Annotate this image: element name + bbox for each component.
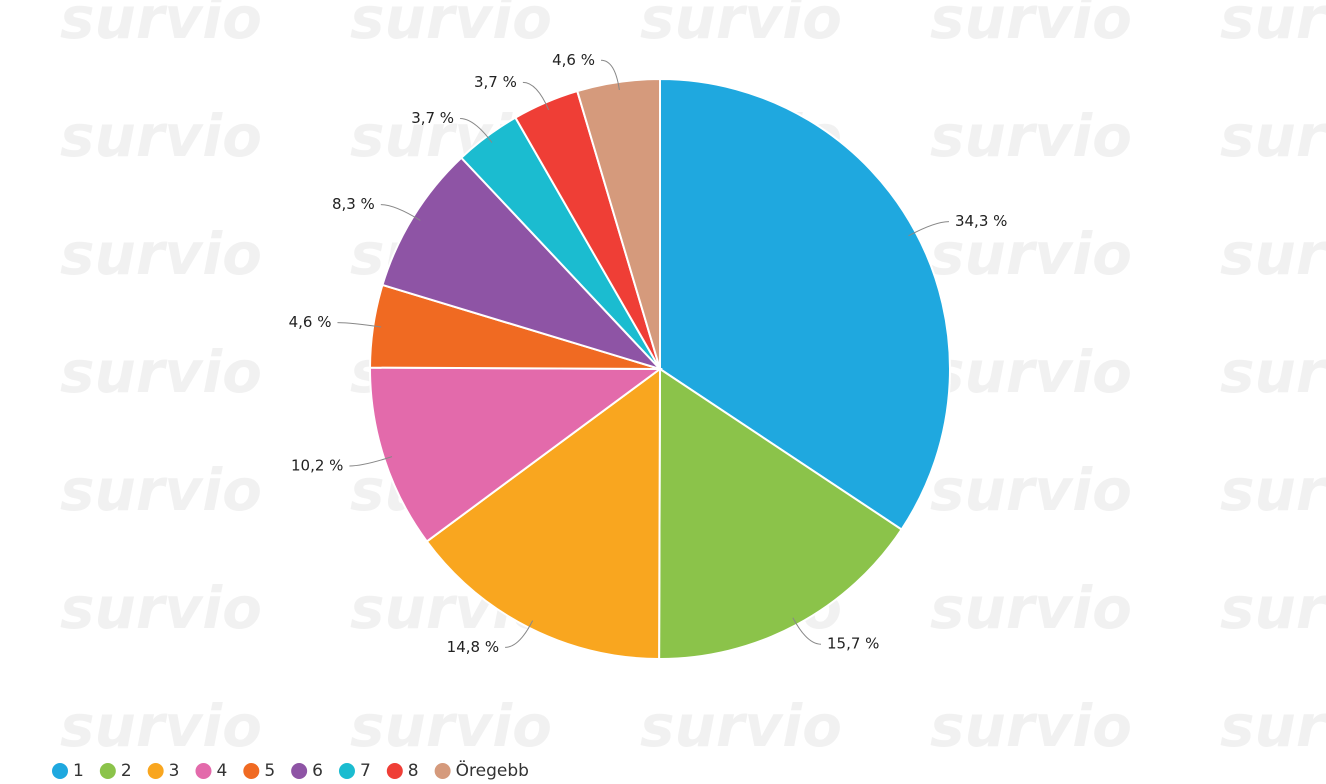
watermark-text: survio xyxy=(930,456,1132,524)
watermark-text: survio xyxy=(1220,456,1326,524)
watermark-text: survio xyxy=(60,574,262,642)
legend-marker xyxy=(291,763,308,779)
data-label: 8,3 % xyxy=(332,195,375,213)
label-connector xyxy=(522,81,550,111)
legend-label: 8 xyxy=(408,761,419,781)
watermark-text: survio xyxy=(930,574,1132,642)
label-connector xyxy=(349,456,393,467)
watermark-text: survio xyxy=(1220,220,1326,288)
legend-marker xyxy=(99,763,116,779)
watermark-text: survio xyxy=(640,692,842,760)
legend-label: 7 xyxy=(360,761,371,781)
pie: 34,3 % 15,7 % 14,8 % 10,2 % 4,6 % 8,3 % 3,7 % 3… xyxy=(289,51,1007,661)
legend-label: 2 xyxy=(121,761,132,781)
legend-marker xyxy=(147,763,164,779)
watermark-text: survio xyxy=(60,102,262,170)
label-connector xyxy=(600,59,620,91)
watermark-text: survio xyxy=(1220,102,1326,170)
data-label: 14,8 % xyxy=(447,638,499,656)
watermark-text: survio xyxy=(60,220,262,288)
watermark-text: survio xyxy=(1220,692,1326,760)
watermark-text: survio xyxy=(60,456,262,524)
legend-marker xyxy=(243,763,260,779)
legend-marker xyxy=(338,763,355,779)
data-label: 4,6 % xyxy=(289,313,332,331)
watermark-text: survio xyxy=(930,692,1132,760)
data-label: 34,3 % xyxy=(955,212,1007,230)
watermark-text: survio xyxy=(930,220,1132,288)
legend-marker xyxy=(434,763,451,779)
legend-label: 1 xyxy=(73,761,84,781)
legend-label: 3 xyxy=(169,761,180,781)
data-label: 15,7 % xyxy=(827,635,879,653)
label-connector xyxy=(460,117,493,143)
legend-marker xyxy=(386,763,403,779)
legend-marker xyxy=(52,763,68,779)
watermark-text: survio xyxy=(930,338,1132,406)
watermark-text: survio xyxy=(930,0,1132,52)
label-connector xyxy=(380,204,421,221)
watermark-text: survio xyxy=(1220,574,1326,642)
watermark-text: survio xyxy=(350,0,552,52)
legend-marker xyxy=(195,763,212,779)
watermark-text: survio xyxy=(350,692,552,760)
legend-label: 6 xyxy=(312,761,323,781)
watermark-text: survio xyxy=(60,692,262,760)
watermark-text: survio xyxy=(60,0,262,52)
data-label: 3,7 % xyxy=(411,109,454,127)
data-label: 4,6 % xyxy=(552,51,595,69)
legend-label: 4 xyxy=(216,761,227,781)
watermark-text: survio xyxy=(1220,338,1326,406)
watermark-text: survio xyxy=(930,102,1132,170)
legend: 1 2 3 4 5 6 7 8 Öregebb xyxy=(52,759,529,781)
label-connector xyxy=(505,620,534,648)
watermark-text: survio xyxy=(640,0,842,52)
data-label: 3,7 % xyxy=(474,73,517,91)
label-connector xyxy=(908,221,949,237)
watermark-text: survio xyxy=(1220,0,1326,52)
legend-label: Öregebb xyxy=(456,759,529,781)
label-connector xyxy=(792,617,822,645)
watermark-text: survio xyxy=(60,338,262,406)
legend-label: 5 xyxy=(264,761,275,781)
label-connector xyxy=(337,322,382,328)
data-label: 10,2 % xyxy=(291,456,343,474)
